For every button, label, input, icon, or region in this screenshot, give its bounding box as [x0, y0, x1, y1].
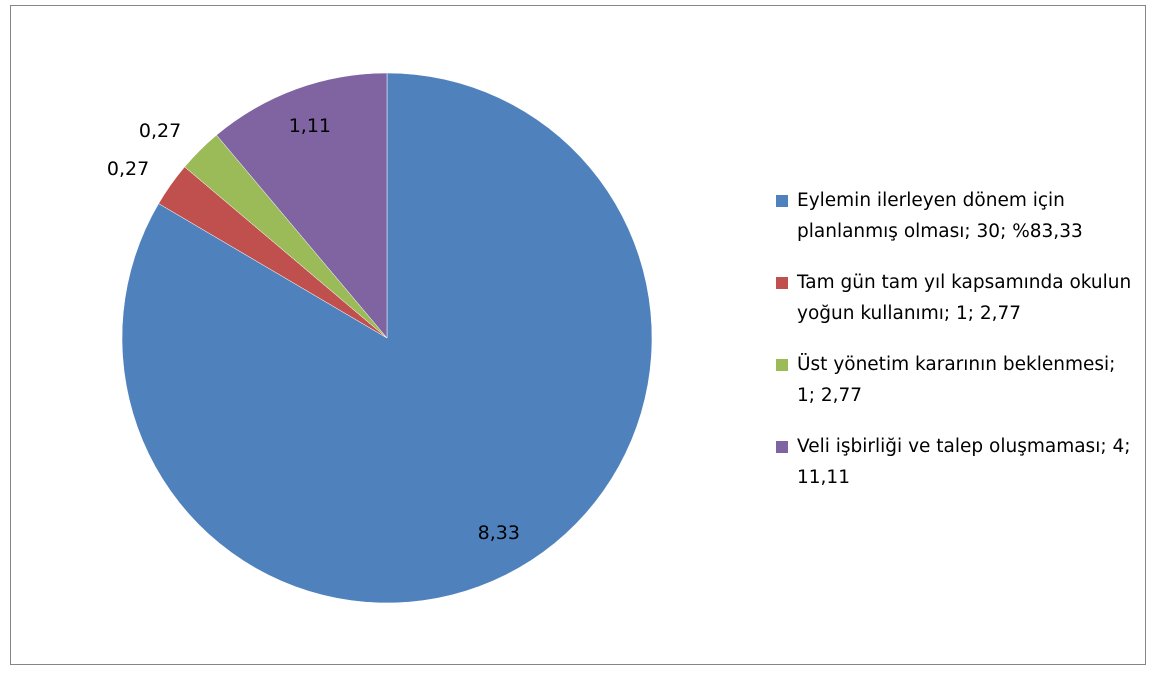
data-label: 0,27 — [139, 120, 181, 142]
legend: Eylemin ilerleyen dönem için planlanmış … — [776, 185, 1136, 513]
legend-item: Veli işbirliği ve talep oluşmaması; 4; 1… — [776, 431, 1137, 493]
legend-swatch — [776, 441, 788, 453]
data-label: 8,33 — [478, 522, 520, 544]
legend-swatch — [776, 359, 788, 371]
legend-label: Üst yönetim kararının beklenmesi; 1; 2,7… — [797, 354, 1116, 406]
legend-swatch — [776, 277, 788, 289]
legend-item: Tam gün tam yıl kapsamında okulun yoğun … — [776, 267, 1137, 329]
legend-label: Tam gün tam yıl kapsamında okulun yoğun … — [797, 272, 1132, 324]
legend-label: Veli işbirliği ve talep oluşmaması; 4; 1… — [797, 436, 1131, 488]
legend-swatch — [776, 195, 788, 207]
pie-slice — [216, 72, 388, 339]
data-label: 1,11 — [289, 115, 331, 137]
legend-item: Üst yönetim kararının beklenmesi; 1; 2,7… — [776, 349, 1137, 411]
legend-label: Eylemin ilerleyen dönem için planlanmış … — [797, 190, 1083, 242]
legend-item: Eylemin ilerleyen dönem için planlanmış … — [776, 185, 1137, 247]
data-label: 0,27 — [107, 158, 149, 180]
